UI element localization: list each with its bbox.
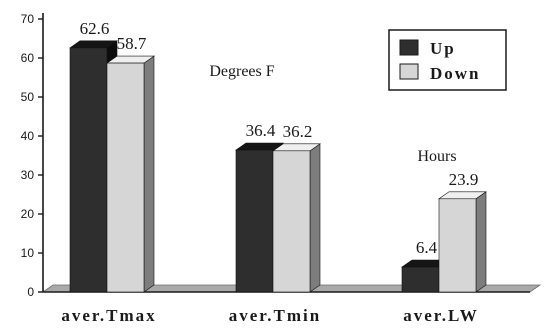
annotation-hours: Hours (417, 148, 456, 165)
data-labels: 62.6 58.7 36.4 36.2 6.4 23.9 (80, 19, 479, 257)
bar-side (309, 143, 321, 293)
legend-swatch-up (399, 39, 419, 56)
data-label-down-aver-tmin: 36.2 (283, 122, 313, 141)
bar-front (272, 150, 311, 293)
x-axis-categories: aver.Tmax aver.Tmin aver.LW (61, 306, 479, 325)
bar-front (69, 47, 108, 293)
legend: Up Down (388, 29, 507, 91)
y-tick-label-20: 20 (21, 207, 35, 221)
legend-label-up: Up (430, 39, 456, 58)
data-label-down-aver-tmax: 58.7 (117, 34, 147, 53)
category-label-aver-lw: aver.LW (403, 306, 479, 325)
category-label-aver-tmin: aver.Tmin (229, 306, 321, 325)
y-tick-label-70: 70 (21, 12, 35, 26)
y-tick-label-40: 40 (21, 129, 35, 143)
bar-down-aver-lw (438, 191, 487, 293)
bar-front (401, 266, 440, 293)
bar-front (106, 62, 145, 293)
y-tick-label-50: 50 (21, 90, 35, 104)
category-label-aver-tmax: aver.Tmax (61, 306, 156, 325)
bar-down-aver-tmax (106, 55, 155, 293)
y-tick-label-0: 0 (27, 285, 34, 299)
y-tick-label-30: 30 (21, 168, 35, 182)
data-label-up-aver-lw: 6.4 (416, 238, 438, 257)
bar-front (438, 198, 477, 293)
bar-down-aver-tmin (272, 143, 321, 293)
bar-side (475, 191, 487, 293)
legend-swatch-down (399, 63, 419, 80)
y-tick-label-10: 10 (21, 246, 35, 260)
data-label-up-aver-tmin: 36.4 (246, 121, 276, 140)
bars (69, 40, 487, 293)
data-label-down-aver-lw: 23.9 (449, 170, 479, 189)
bar-side (143, 55, 155, 293)
legend-label-down: Down (430, 64, 481, 83)
bar-front (235, 149, 274, 293)
data-label-up-aver-tmax: 62.6 (80, 19, 110, 38)
annotation-degrees-f: Degrees F (209, 63, 274, 80)
y-tick-label-60: 60 (21, 51, 35, 65)
